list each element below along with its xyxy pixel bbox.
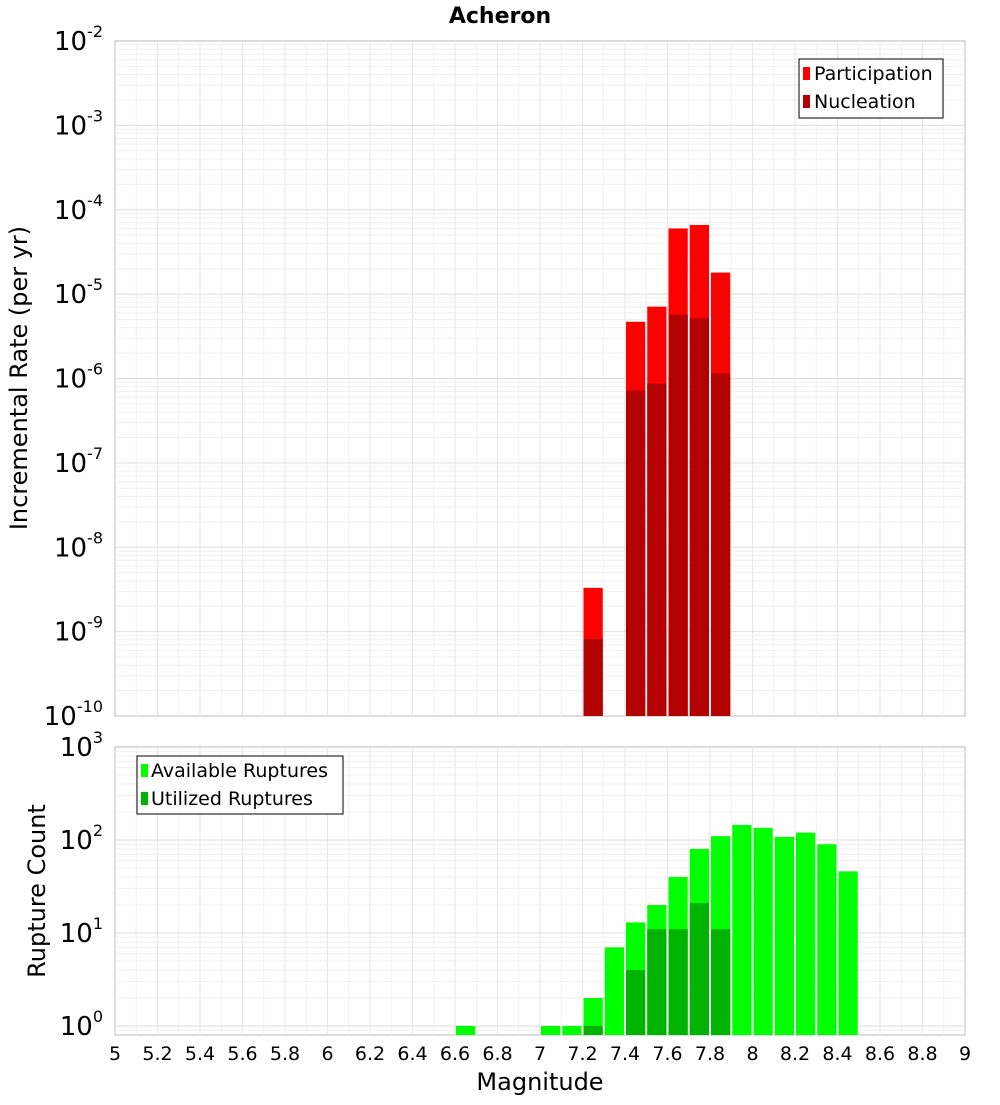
bar-available-ruptures <box>796 832 816 1035</box>
x-tick-label: 9 <box>959 1043 971 1065</box>
x-tick-label: 6.6 <box>440 1043 470 1065</box>
legend-swatch-participation <box>803 67 810 80</box>
x-tick-label: 7.6 <box>652 1043 682 1065</box>
y-tick-label: 101 <box>60 914 103 949</box>
bar-utilized-ruptures <box>626 969 646 1035</box>
legend-label-nucleation: Nucleation <box>814 91 916 113</box>
bar-nucleation <box>647 383 667 716</box>
bar-utilized-ruptures <box>711 929 731 1035</box>
legend-swatch-available <box>141 764 148 777</box>
bar-available-ruptures <box>774 836 794 1035</box>
x-tick-label: 8.6 <box>865 1043 895 1065</box>
x-tick-label: 7.2 <box>567 1043 597 1065</box>
y-tick-label: 10-4 <box>54 191 103 226</box>
x-tick-label: 8 <box>746 1043 758 1065</box>
y-tick-label: 10-7 <box>54 444 103 479</box>
x-tick-label: 5.2 <box>142 1043 172 1065</box>
bar-nucleation <box>668 314 688 716</box>
y-tick-label: 10-9 <box>54 613 103 648</box>
bar-utilized-ruptures <box>647 929 667 1035</box>
bar-nucleation <box>711 373 731 716</box>
top-gridlines <box>115 41 965 716</box>
y-tick-label: 10-6 <box>54 360 103 395</box>
x-tick-label: 5.4 <box>185 1043 215 1065</box>
bottom-y-axis-label: Rupture Count <box>23 804 51 978</box>
bar-utilized-ruptures <box>689 903 709 1035</box>
bar-utilized-ruptures <box>668 929 688 1035</box>
legend-label-utilized: Utilized Ruptures <box>151 788 313 810</box>
x-tick-label: 6.8 <box>482 1043 512 1065</box>
bar-available-ruptures <box>732 824 752 1035</box>
bar-available-ruptures <box>604 947 624 1035</box>
bottom-panel: 100 101 102 103 5 5.2 5.4 5.6 5.8 6 6.2 6.4 6.6 6.8 7… <box>23 728 971 1096</box>
bar-available-ruptures <box>583 997 603 1035</box>
bar-nucleation <box>689 318 709 716</box>
bar-utilized-ruptures <box>583 1025 603 1035</box>
bar-available-ruptures <box>838 871 858 1035</box>
legend-label-participation: Participation <box>814 63 933 85</box>
legend-swatch-utilized <box>141 792 148 805</box>
y-tick-label: 100 <box>60 1007 103 1042</box>
y-tick-label: 103 <box>60 728 103 763</box>
x-tick-label: 6.2 <box>355 1043 385 1065</box>
x-tick-label: 5 <box>109 1043 121 1065</box>
bottom-legend-box <box>136 755 344 815</box>
top-legend-box <box>798 58 944 119</box>
x-tick-label: 7.4 <box>610 1043 640 1065</box>
y-tick-label: 10-5 <box>54 275 103 310</box>
bar-nucleation <box>583 638 603 716</box>
y-tick-label: 102 <box>60 821 103 856</box>
bottom-legend: Available Ruptures Utilized Ruptures <box>136 755 344 815</box>
y-tick-label: 10-10 <box>44 697 103 732</box>
bar-available-ruptures <box>817 844 837 1035</box>
x-tick-label: 6.4 <box>397 1043 427 1065</box>
x-tick-label: 5.8 <box>270 1043 300 1065</box>
bottom-y-tick-labels: 100 101 102 103 <box>60 728 103 1042</box>
x-tick-label: 8.8 <box>907 1043 937 1065</box>
x-axis-label: Magnitude <box>476 1068 603 1096</box>
bar-available-ruptures <box>456 1025 476 1035</box>
bar-available-ruptures <box>541 1025 561 1035</box>
x-tick-label: 7.8 <box>695 1043 725 1065</box>
legend-label-available: Available Ruptures <box>151 760 328 782</box>
y-tick-label: 10-2 <box>54 22 103 57</box>
bottom-gridlines <box>115 747 965 1035</box>
bar-available-ruptures <box>562 1025 582 1035</box>
top-legend: Participation Nucleation <box>798 58 944 119</box>
bottom-bars <box>456 824 858 1035</box>
bar-nucleation <box>626 390 646 716</box>
chart-title: Acheron <box>449 4 551 29</box>
x-tick-label: 8.2 <box>780 1043 810 1065</box>
y-tick-label: 10-8 <box>54 528 103 563</box>
top-bars <box>583 224 731 716</box>
x-tick-label: 7 <box>534 1043 546 1065</box>
top-panel: 10-10 10-9 10-8 10-7 10-6 10-5 10-4 10-3 10-2 In… <box>5 22 966 732</box>
x-tick-label: 8.4 <box>822 1043 852 1065</box>
top-y-axis-label: Incremental Rate (per yr) <box>5 226 33 530</box>
bar-available-ruptures <box>753 827 773 1035</box>
x-tick-label: 6 <box>321 1043 333 1065</box>
y-tick-label: 10-3 <box>54 106 103 141</box>
legend-swatch-nucleation <box>803 95 810 108</box>
x-tick-labels: 5 5.2 5.4 5.6 5.8 6 6.2 6.4 6.6 6.8 7 7.2 7.4 7.6 7.8 8… <box>109 1043 971 1065</box>
x-tick-label: 5.6 <box>227 1043 257 1065</box>
top-y-tick-labels: 10-10 10-9 10-8 10-7 10-6 10-5 10-4 10-3 10-2 <box>44 22 103 732</box>
